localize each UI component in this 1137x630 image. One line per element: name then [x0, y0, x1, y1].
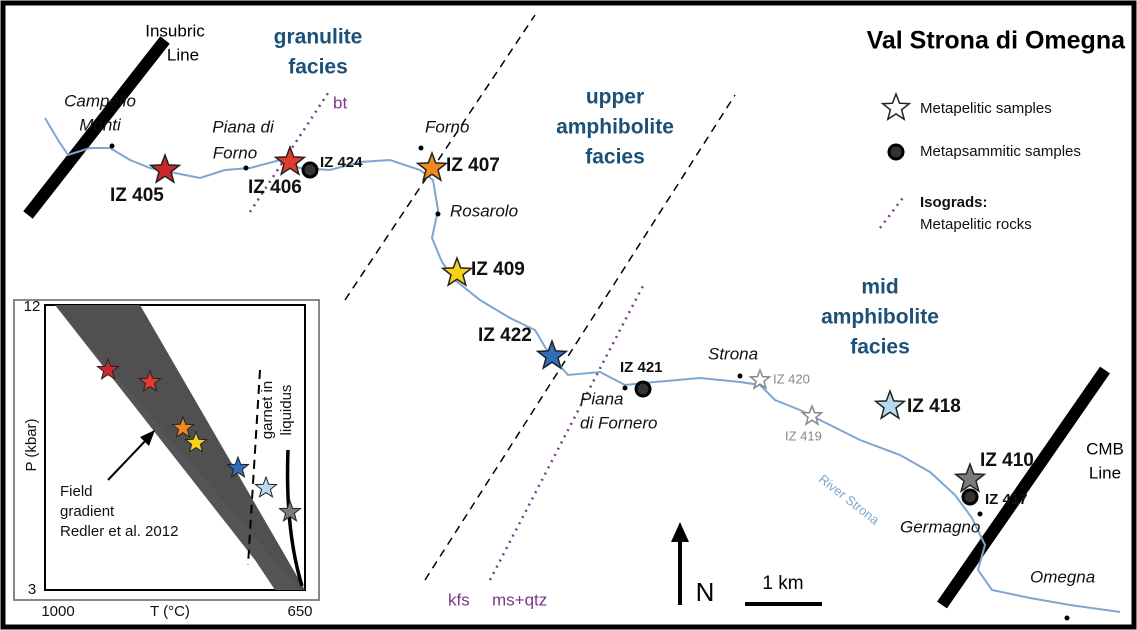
sample-star — [880, 91, 912, 122]
y-tick-label: 3 — [28, 581, 36, 598]
sample-star — [535, 338, 569, 370]
place-dot — [1064, 615, 1070, 621]
sample-star — [873, 388, 907, 420]
gradient-arrowhead — [140, 430, 155, 446]
y-tick-label: 12 — [24, 298, 41, 315]
facies-boundary — [344, 14, 536, 301]
zone-label: upper — [586, 86, 644, 109]
inset-star — [226, 455, 250, 479]
place-dot — [737, 373, 743, 379]
river — [44, 117, 1121, 613]
place-label: Campello — [64, 91, 136, 110]
place-label: Piana di — [212, 117, 275, 136]
north-label: N — [696, 577, 715, 607]
legend-label: Isograds: — [920, 194, 988, 211]
sample-circle — [634, 380, 652, 398]
sample-label: IZ 421 — [620, 359, 663, 376]
sample-star — [748, 367, 772, 390]
gradient-label: Redler et al. 2012 — [60, 523, 178, 540]
isograd-label: kfs — [448, 590, 470, 609]
place-dot — [977, 511, 983, 517]
inset-star — [278, 499, 302, 523]
cmb-line — [937, 366, 1110, 609]
place-label: di Fornero — [580, 413, 657, 432]
place-label: Forno — [425, 117, 469, 136]
sample-star — [953, 461, 987, 493]
sample-label: IZ 405 — [110, 185, 164, 206]
place-label: Omegna — [1030, 567, 1095, 586]
x-axis-label: T (°C) — [150, 603, 190, 620]
annotation: garnet in — [259, 381, 276, 439]
x-tick-label: 650 — [287, 603, 312, 620]
place-label: Germagno — [900, 517, 980, 536]
sample-label: IZ 417 — [985, 491, 1028, 508]
inset-star — [254, 475, 278, 499]
legend-label: Metapelitic samples — [920, 100, 1052, 117]
legend-circle — [887, 143, 905, 161]
zone-label: mid — [861, 276, 898, 299]
gradient-band — [55, 305, 305, 590]
zone-label: granulite — [274, 26, 363, 49]
sample-star — [440, 255, 474, 287]
sample-label: IZ 419 — [785, 428, 822, 443]
north-arrowhead — [671, 522, 689, 542]
gradient-arrow — [107, 437, 149, 481]
line-label: Insubric — [145, 21, 205, 40]
sample-star — [800, 403, 824, 426]
zone-label: facies — [585, 146, 645, 169]
line-label: Line — [1089, 463, 1121, 482]
inset-star — [96, 357, 120, 381]
sample-label: IZ 406 — [248, 177, 302, 198]
legend-label: Metapelitic rocks — [920, 216, 1032, 233]
title: Val Strona di Omegna — [867, 27, 1126, 55]
y-axis-label: P (kbar) — [23, 418, 40, 471]
sample-label: IZ 410 — [980, 450, 1034, 471]
inset-star — [184, 430, 208, 454]
zone-label: amphibolite — [821, 306, 939, 329]
sample-circle — [961, 488, 979, 506]
place-dot — [435, 211, 441, 217]
sample-star — [273, 144, 307, 176]
line-label: Line — [167, 45, 199, 64]
place-label: Piana — [580, 389, 623, 408]
isograd-label: bt — [333, 93, 347, 112]
gradient-label: gradient — [60, 503, 115, 520]
sample-label: IZ 418 — [907, 396, 961, 417]
scale-label: 1 km — [762, 573, 803, 594]
legend-label: Metapsammitic samples — [920, 143, 1081, 160]
annotation: liquidus — [278, 385, 295, 436]
place-dot — [109, 143, 115, 149]
sample-label: IZ 424 — [320, 154, 363, 171]
sample-label: IZ 422 — [478, 325, 532, 346]
sample-label: IZ 420 — [773, 371, 810, 386]
place-label: Forno — [213, 143, 257, 162]
x-tick-label: 1000 — [41, 603, 74, 620]
line-label: CMB — [1086, 439, 1124, 458]
sample-star — [148, 152, 182, 184]
place-dot — [243, 165, 249, 171]
zone-label: facies — [288, 56, 348, 79]
insubric-line — [23, 36, 170, 219]
place-label: Monti — [79, 115, 122, 134]
facies-boundary — [424, 94, 736, 581]
zone-label: facies — [850, 336, 910, 359]
zone-label: amphibolite — [556, 116, 674, 139]
sample-label: IZ 409 — [471, 259, 525, 280]
sample-label: IZ 407 — [446, 155, 500, 176]
inset-star — [138, 369, 162, 393]
sample-circle — [301, 161, 319, 179]
sample-star — [415, 150, 449, 182]
place-label: Rosarolo — [450, 201, 518, 220]
garnet-in-line — [247, 369, 261, 566]
liquidus-line — [285, 449, 304, 587]
place-dot — [418, 145, 424, 151]
place-dot — [622, 385, 628, 391]
gradient-band — [55, 305, 305, 590]
isograd-label: ms+qtz — [492, 590, 547, 609]
place-label: Strona — [708, 344, 758, 363]
inset-star — [171, 415, 195, 439]
gradient-label: Field — [60, 483, 93, 500]
